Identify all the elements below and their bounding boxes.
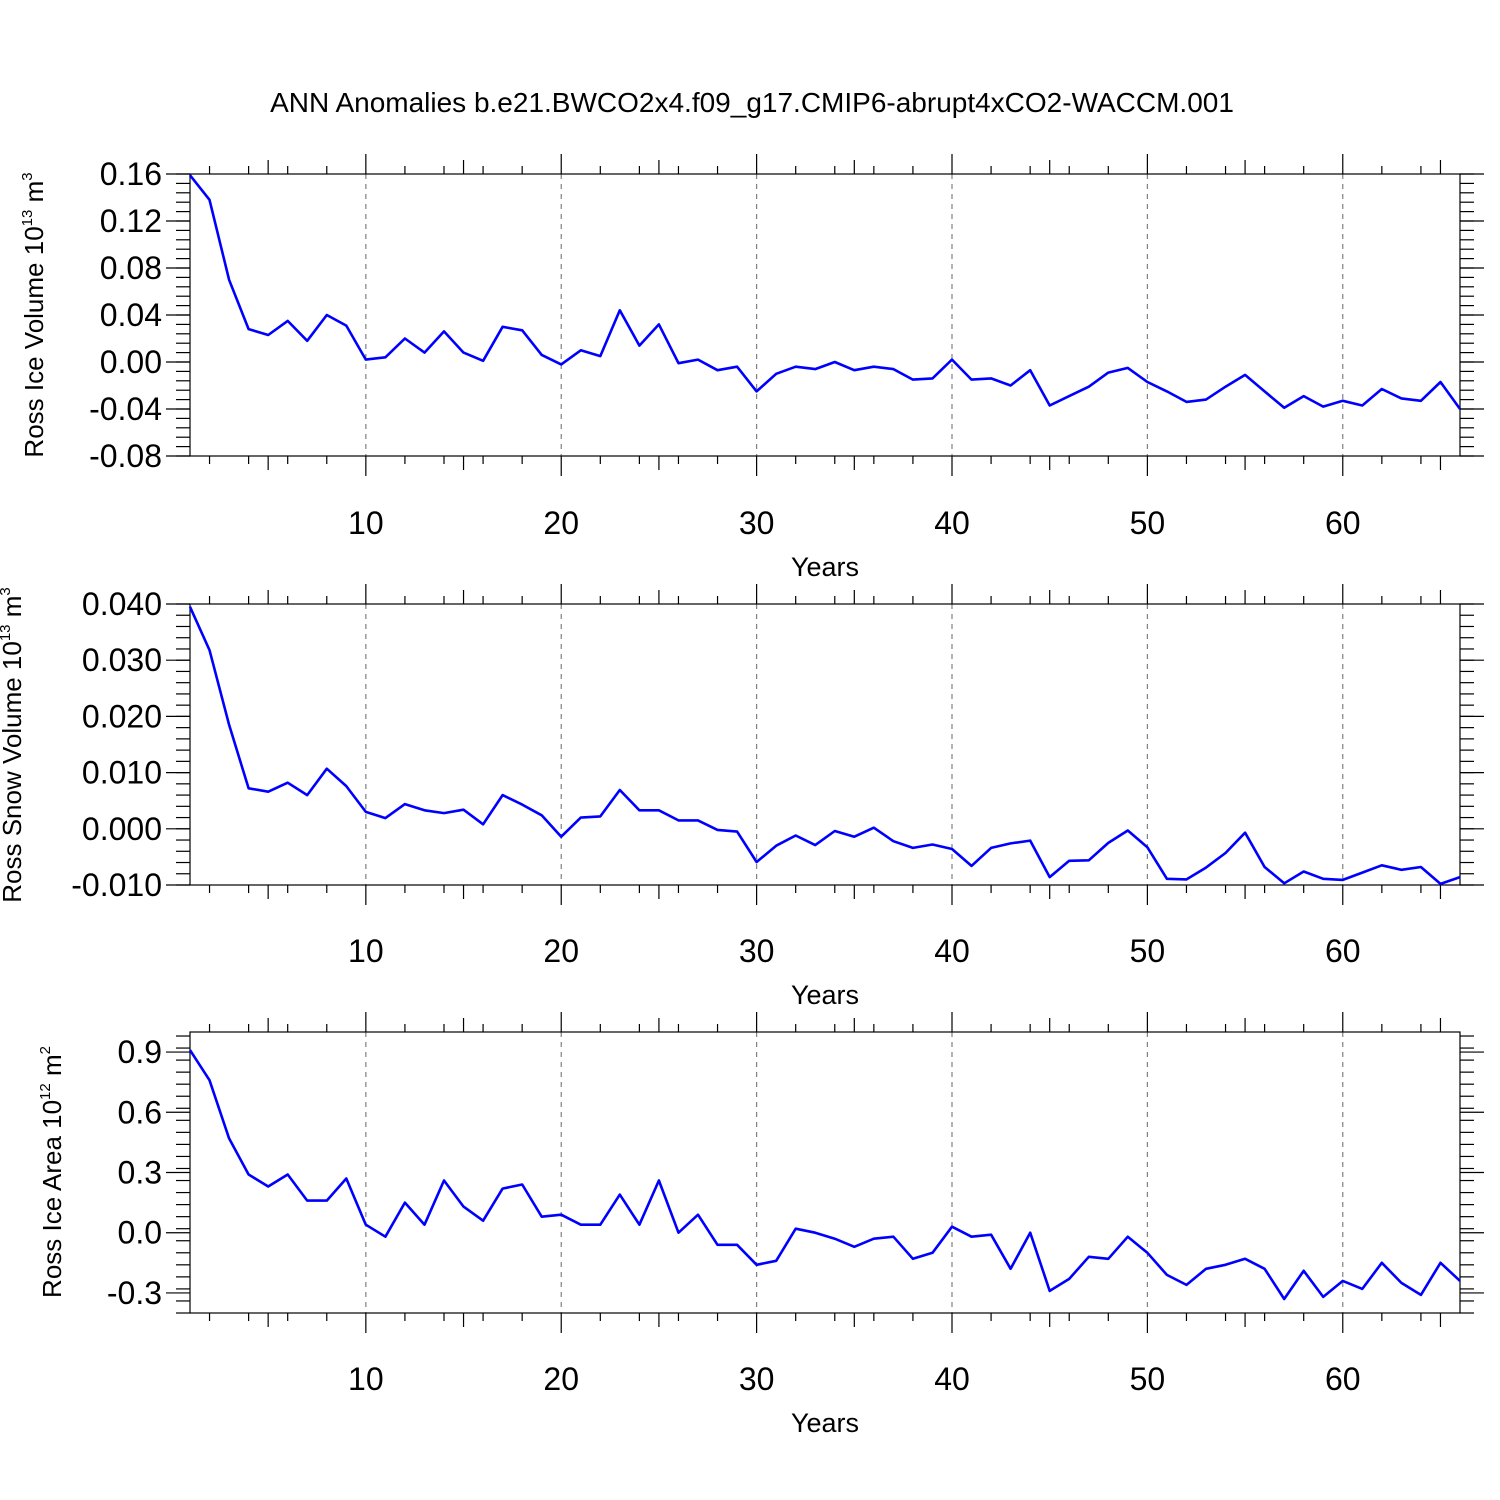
panel-snow-volume: 10 20 30 40 50 60 -0.010 0.000 0.010 0.020 0.030 0.… [0, 584, 1484, 1010]
x-axis-label-snow-volume: Years [791, 980, 859, 1010]
y-tick-label: -0.010 [71, 867, 162, 903]
y-tick-label: 0.12 [100, 203, 162, 239]
y-axis-label-snow-volume: Ross Snow Volume 1013 m3 [0, 587, 27, 903]
y-tick-label: 0.08 [100, 250, 162, 286]
x-tick-label: 30 [739, 933, 775, 969]
x-tick-label: 10 [348, 1361, 384, 1397]
plot-frame [189, 173, 1461, 457]
x-tick-label: 40 [934, 1361, 970, 1397]
y-tick-label: 0.3 [118, 1155, 162, 1191]
panel-ice-area: 10 20 30 40 50 60 -0.3 0.0 0.3 0.6 0.9 Years Ross … [37, 1012, 1484, 1438]
y-tick-label: 0.000 [82, 811, 162, 847]
x-tick-label: 40 [934, 933, 970, 969]
chart-title: ANN Anomalies b.e21.BWCO2x4.f09_g17.CMIP… [270, 87, 1234, 118]
y-axis-label-unit: m [0, 596, 27, 625]
y-axis-label-exponent: 12 [37, 1083, 54, 1100]
y-tick-label: 0.16 [100, 156, 162, 192]
plot-area-ice-volume: 10 20 30 40 50 60 -0.08 -0.04 0.00 0.04 0.08 0.12 0.… [89, 154, 1484, 541]
y-axis-label-exponent: 13 [19, 210, 36, 227]
series-line [188, 606, 1461, 886]
panel-ice-volume: 10 20 30 40 50 60 -0.08 -0.04 0.00 0.04 0.08 0.12 0.… [19, 154, 1484, 582]
y-axis-label-text: Ross Ice Area 10 [37, 1100, 67, 1298]
y-tick-label: -0.3 [107, 1275, 162, 1311]
x-axis-label-ice-volume: Years [791, 552, 859, 582]
y-tick-label: -0.08 [89, 438, 162, 474]
y-tick-label: 0.020 [82, 698, 162, 734]
x-tick-label: 60 [1325, 505, 1361, 541]
y-tick-label: 0.6 [118, 1094, 162, 1130]
x-tick-label: 40 [934, 505, 970, 541]
x-tick-label: 20 [543, 933, 579, 969]
y-tick-label: 0.04 [100, 297, 162, 333]
x-tick-label: 50 [1130, 505, 1166, 541]
plot-frame [189, 1031, 1461, 1314]
plot-area-ice-area: 10 20 30 40 50 60 -0.3 0.0 0.3 0.6 0.9 [107, 1012, 1484, 1397]
x-tick-label: 10 [348, 933, 384, 969]
y-axis-label-exponent: 13 [0, 624, 14, 641]
x-tick-label: 30 [739, 1361, 775, 1397]
series-line [188, 174, 1462, 410]
y-axis-label-unit-exponent: 3 [19, 172, 36, 180]
x-tick-label: 50 [1130, 1361, 1166, 1397]
y-tick-label: -0.04 [89, 391, 162, 427]
y-tick-label: 0.00 [100, 344, 162, 380]
x-tick-label: 50 [1130, 933, 1166, 969]
y-axis-label-ice-volume: Ross Ice Volume 1013 m3 [19, 172, 49, 457]
y-tick-label: 0.9 [118, 1034, 162, 1070]
y-axis-label-unit: m [19, 181, 49, 210]
y-tick-label: 0.040 [82, 586, 162, 622]
y-axis-label-unit-exponent: 3 [0, 587, 14, 595]
x-tick-label: 20 [543, 1361, 579, 1397]
x-tick-label: 10 [348, 505, 384, 541]
y-axis-label-unit: m [37, 1054, 67, 1083]
plot-area-snow-volume: 10 20 30 40 50 60 -0.010 0.000 0.010 0.020 0.030 0.… [71, 584, 1484, 969]
y-axis-label-text: Ross Ice Volume 10 [19, 226, 49, 457]
y-tick-label: 0.030 [82, 642, 162, 678]
x-tick-label: 60 [1325, 1361, 1361, 1397]
y-axis-label-ice-area: Ross Ice Area 1012 m2 [37, 1046, 67, 1298]
y-axis-label-text: Ross Snow Volume 10 [0, 641, 27, 903]
y-tick-label: 0.0 [118, 1215, 162, 1251]
series-line [188, 1049, 1461, 1301]
x-tick-label: 30 [739, 505, 775, 541]
y-tick-label: 0.010 [82, 755, 162, 791]
x-tick-label: 60 [1325, 933, 1361, 969]
x-axis-label-ice-area: Years [791, 1408, 859, 1438]
plot-frame [189, 603, 1461, 886]
y-axis-label-unit-exponent: 2 [37, 1046, 54, 1054]
x-tick-label: 20 [543, 505, 579, 541]
